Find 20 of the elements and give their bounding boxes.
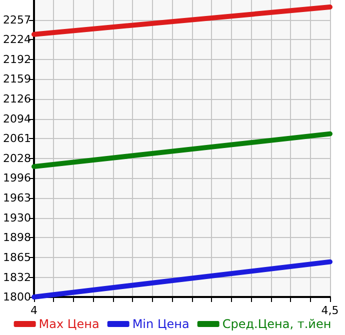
legend-label: Сред.Цена, т.йен [222, 317, 332, 331]
legend-label: Min Цена [132, 317, 190, 331]
y-tick-label: 1963 [2, 192, 31, 204]
y-tick-label: 2028 [2, 152, 31, 165]
y-tick-label: 1898 [2, 231, 31, 244]
x-tick-label: 4 [30, 304, 38, 317]
y-tick-label: 2126 [2, 92, 31, 106]
y-tick-label: 1996 [2, 172, 31, 185]
x-tick-label: 4,5 [321, 304, 339, 317]
y-tick-label: 1832 [2, 270, 31, 284]
legend-label: Max Цена [38, 317, 100, 331]
y-tick-label: 2094 [2, 112, 31, 126]
y-tick-label: 2061 [2, 132, 31, 146]
y-tick-label: 2257 [2, 13, 31, 26]
y-tick-label: 2224 [2, 33, 31, 46]
y-tick-label: 1930 [2, 211, 31, 224]
y-tick-label: 2192 [2, 52, 31, 66]
y-tick-label: 1865 [2, 250, 31, 264]
y-tick-label: 2159 [2, 72, 31, 86]
y-tick-label: 1800 [2, 290, 31, 304]
